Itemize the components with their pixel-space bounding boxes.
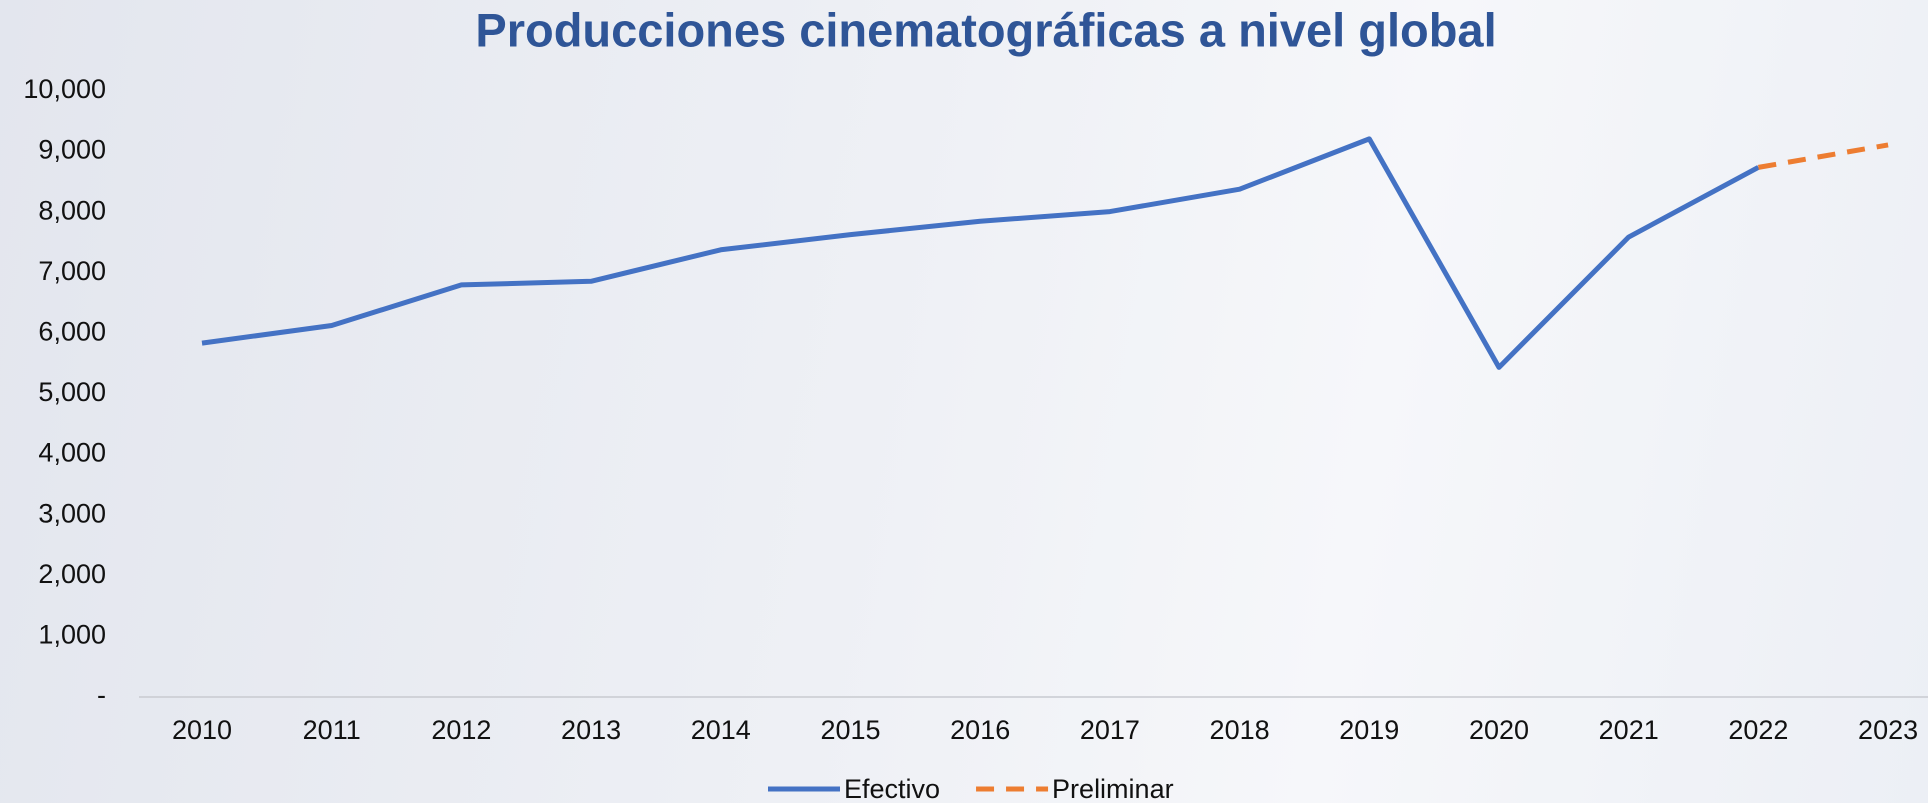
y-tick-label: 8,000 — [38, 195, 106, 225]
chart-title: Producciones cinematográficas a nivel gl… — [475, 3, 1496, 56]
chart: Producciones cinematográficas a nivel gl… — [0, 0, 1928, 803]
x-tick-label: 2015 — [820, 715, 880, 745]
y-tick-label: - — [97, 680, 106, 710]
x-tick-label: 2020 — [1469, 715, 1529, 745]
x-tick-label: 2013 — [561, 715, 621, 745]
x-tick-label: 2021 — [1599, 715, 1659, 745]
x-tick-label: 2019 — [1339, 715, 1399, 745]
y-tick-label: 4,000 — [38, 438, 106, 468]
x-tick-label: 2023 — [1858, 715, 1918, 745]
line-series — [202, 139, 1758, 367]
y-tick-label: 5,000 — [38, 377, 106, 407]
x-tick-label: 2018 — [1210, 715, 1270, 745]
y-tick-label: 1,000 — [38, 620, 106, 650]
x-tick-label: 2010 — [172, 715, 232, 745]
y-tick-label: 6,000 — [38, 317, 106, 347]
x-tick-label: 2017 — [1080, 715, 1140, 745]
y-tick-label: 10,000 — [23, 74, 106, 104]
x-tick-label: 2012 — [431, 715, 491, 745]
x-tick-label: 2016 — [950, 715, 1010, 745]
y-tick-label: 3,000 — [38, 498, 106, 528]
y-tick-label: 7,000 — [38, 256, 106, 286]
legend-label: Preliminar — [1052, 774, 1174, 803]
line-series — [1758, 145, 1888, 167]
x-tick-label: 2014 — [691, 715, 751, 745]
y-tick-label: 9,000 — [38, 135, 106, 165]
legend-label: Efectivo — [844, 774, 940, 803]
y-tick-label: 2,000 — [38, 559, 106, 589]
x-tick-label: 2022 — [1728, 715, 1788, 745]
x-tick-label: 2011 — [303, 715, 361, 745]
